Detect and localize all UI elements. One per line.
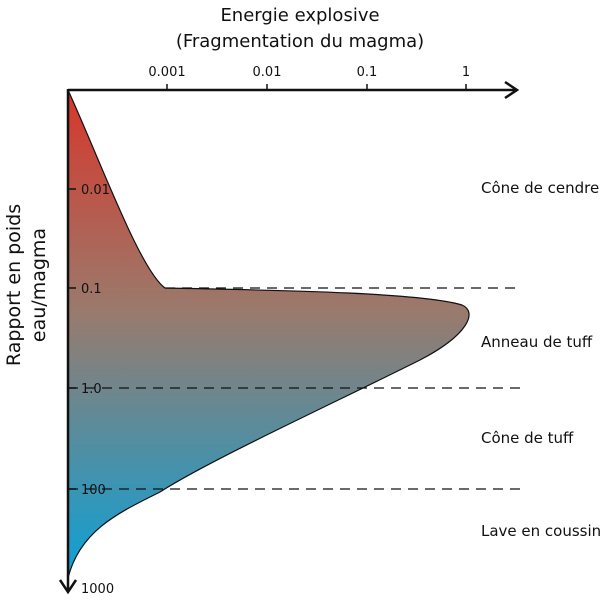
zone-label-cone-de-cendre: Cône de cendre — [481, 179, 599, 197]
y-tick-label: 0.1 — [81, 282, 102, 297]
y-tick-label: 1.0 — [81, 382, 102, 397]
y-axis-label-line2: eau/magma — [28, 228, 50, 342]
x-axis-arrowhead — [504, 80, 520, 100]
x-tick-label: 0.01 — [253, 65, 282, 80]
explosivity-curve-region — [67, 89, 470, 579]
zone-label-anneau-de-tuff: Anneau de tuff — [481, 333, 593, 351]
x-axis-tick-marks — [166, 84, 467, 90]
y-tick-label: 100 — [81, 483, 106, 498]
diagram-title-line1: Energie explosive — [220, 5, 379, 26]
y-tick-label: 1000 — [81, 582, 114, 597]
y-tick-label: 0.01 — [81, 183, 110, 198]
x-tick-label: 0.1 — [357, 65, 378, 80]
x-tick-label: 1 — [462, 65, 470, 80]
y-axis-tick-marks — [68, 188, 76, 490]
y-axis-label-line1: Rapport en poids — [3, 204, 25, 366]
zone-label-cone-de-tuff: Cône de tuff — [481, 429, 574, 447]
y-axis-arrowhead — [58, 579, 78, 595]
zone-label-lave-en-coussin: Lave en coussin — [481, 522, 601, 540]
x-tick-label: 0.001 — [148, 65, 185, 80]
diagram-title-line2: (Fragmentation du magma) — [176, 31, 424, 52]
